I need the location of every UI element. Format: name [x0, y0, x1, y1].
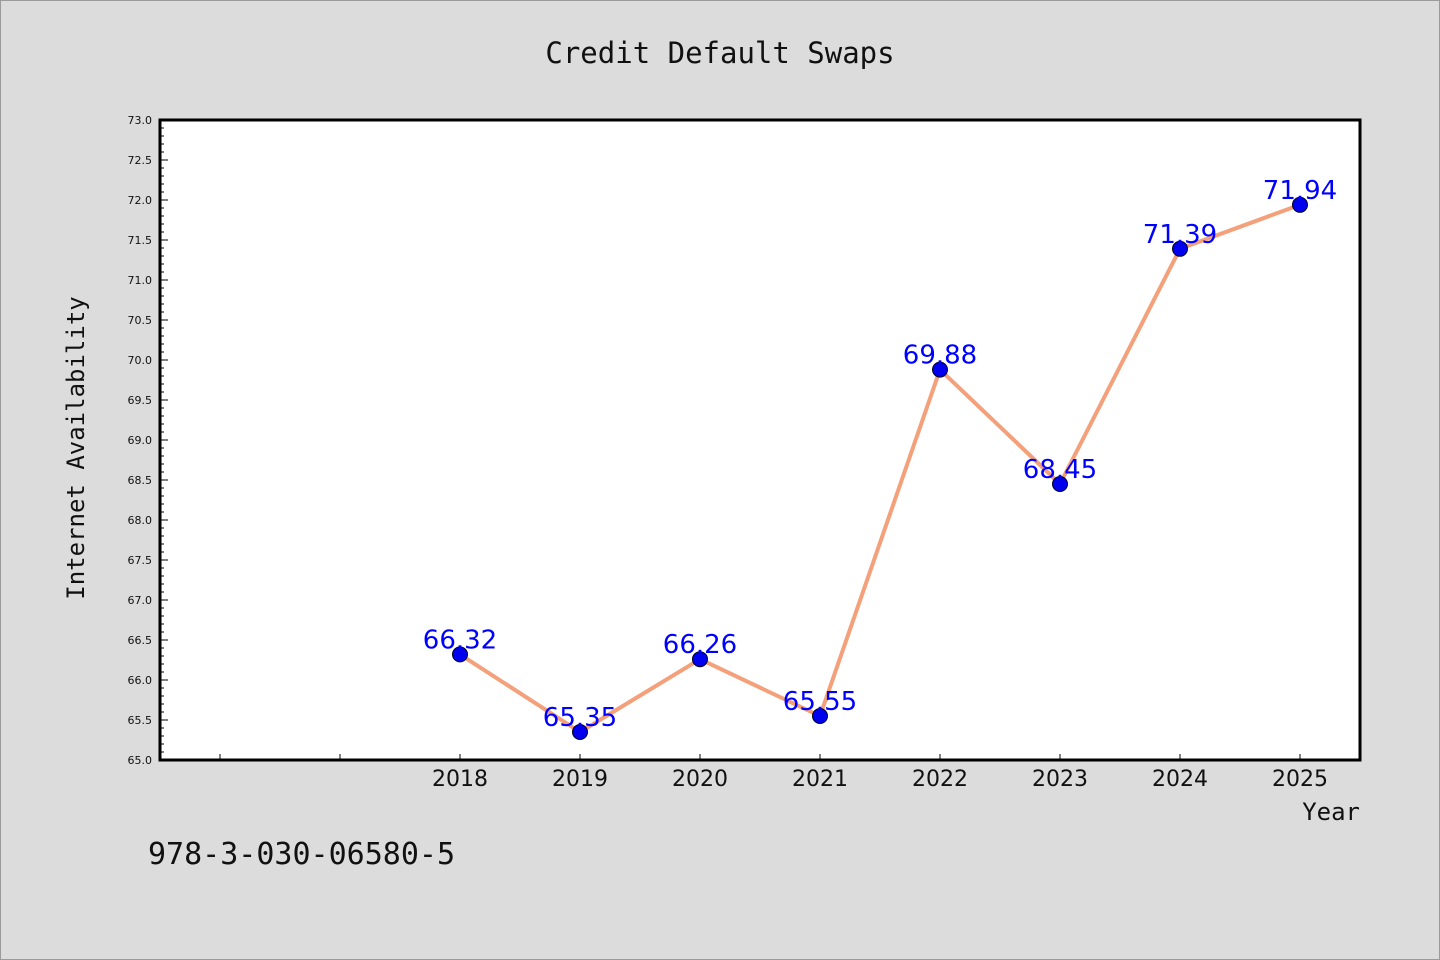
data-point-label: 71.94: [1263, 176, 1337, 206]
data-point-label: 69.88: [903, 341, 977, 371]
x-tick-label: 2020: [672, 767, 728, 792]
data-point-label: 66.26: [663, 630, 737, 660]
x-axis: 2018 2019 2020 2021 2022 2023 2024 2025: [219, 754, 1328, 792]
series-line: [458, 202, 1302, 734]
y-axis-label: Internet Availability: [62, 296, 90, 599]
y-tick-label: 65.5: [128, 714, 153, 727]
data-point-marker: [932, 361, 948, 378]
x-tick-label: 2018: [432, 767, 488, 792]
data-point-marker: [1052, 476, 1068, 492]
data-markers: [452, 196, 1308, 740]
chart-title: Credit Default Swaps: [545, 36, 894, 70]
y-tick-label: 72.0: [128, 194, 153, 207]
y-tick-label: 67.0: [128, 594, 153, 607]
data-point-label: 65.55: [783, 687, 857, 717]
y-tick-label: 68.0: [128, 514, 153, 527]
y-tick-label: 70.5: [128, 314, 153, 327]
y-tick-label: 72.5: [128, 154, 153, 167]
x-tick-label: 2025: [1272, 767, 1328, 792]
y-tick-label: 66.0: [128, 674, 153, 687]
data-point-marker: [452, 646, 468, 663]
data-point-label: 71.39: [1143, 220, 1217, 250]
y-tick-label: 66.5: [128, 634, 153, 647]
y-tick-label: 65.0: [128, 754, 153, 767]
data-point-label: 66.32: [423, 625, 497, 655]
y-tick-label: 71.5: [128, 234, 153, 247]
data-labels: 66.32 65.35 66.26 65.55 69.88 68.45 71.39 71.94: [423, 176, 1337, 733]
y-tick-label: 69.0: [128, 434, 153, 447]
data-point-marker: [692, 651, 708, 668]
plot-border: [158, 118, 1362, 762]
y-tick-label: 71.0: [128, 274, 153, 287]
y-tick-label: 73.0: [128, 114, 153, 127]
data-point-marker: [1292, 196, 1308, 213]
x-tick-label: 2023: [1032, 767, 1088, 792]
x-tick-label: 2022: [912, 767, 968, 792]
y-tick-label: 70.0: [128, 354, 153, 367]
footer-code: 978-3-030-06580-5: [148, 837, 455, 872]
plot-area: [160, 120, 1360, 760]
y-tick-label: 69.5: [128, 394, 153, 407]
data-point-marker: [572, 724, 588, 740]
x-tick-label: 2024: [1152, 767, 1208, 792]
data-point-label: 65.35: [543, 703, 617, 733]
x-tick-label: 2019: [552, 767, 608, 792]
x-axis-label: Year: [1302, 798, 1360, 826]
data-point-label: 68.45: [1023, 455, 1097, 485]
y-tick-label: 67.5: [128, 554, 153, 567]
x-tick-label: 2021: [792, 767, 848, 792]
data-point-marker: [1172, 240, 1188, 257]
data-point-marker: [812, 708, 828, 724]
y-tick-label: 68.5: [128, 474, 153, 487]
